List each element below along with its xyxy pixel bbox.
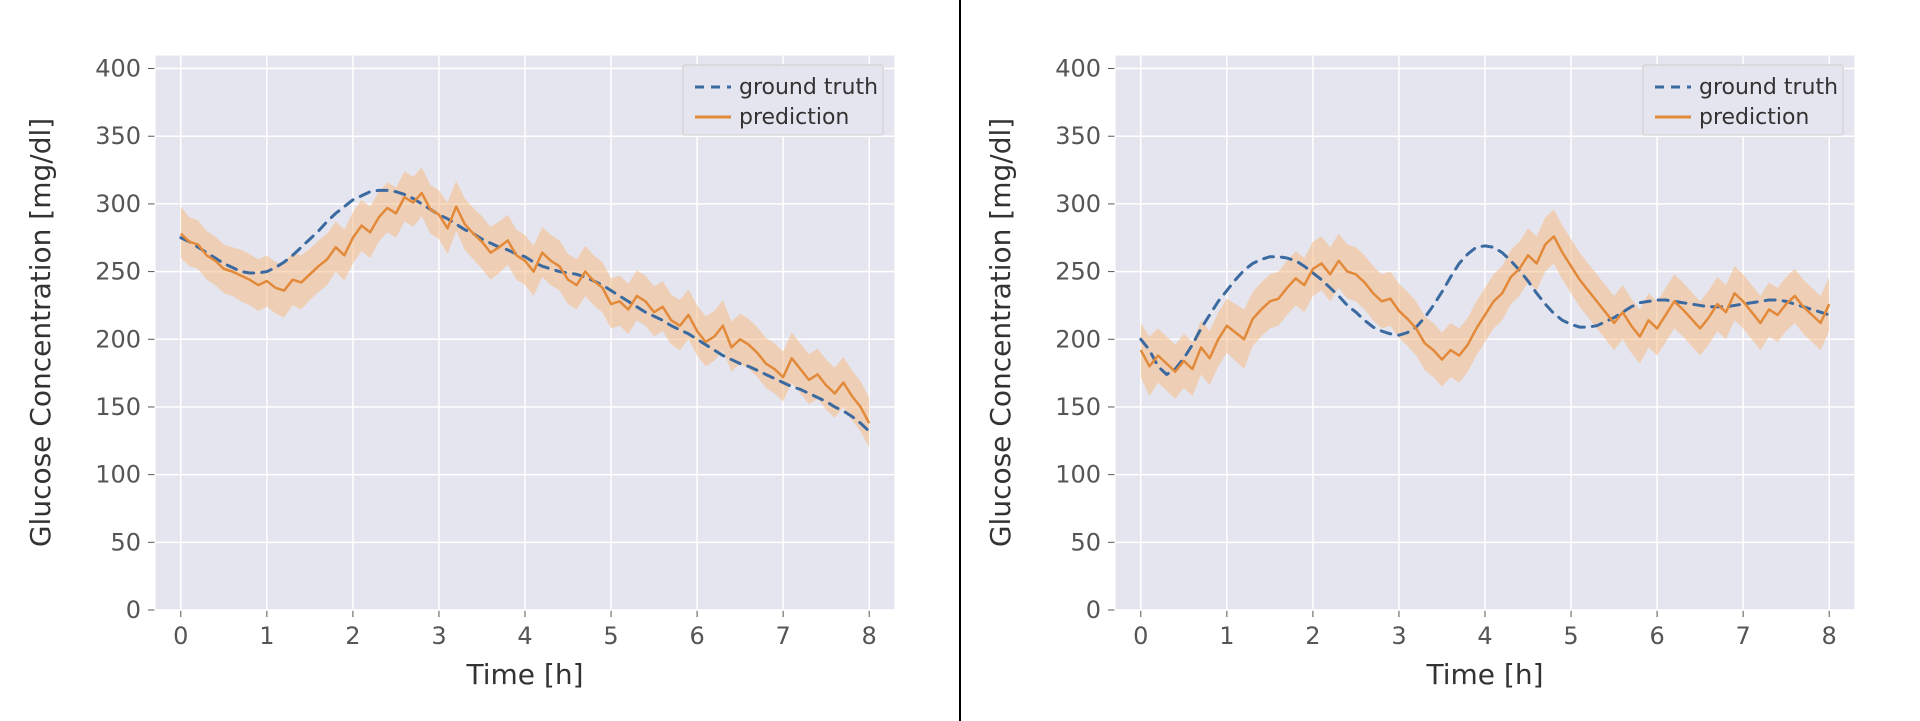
svg-text:4: 4 [517, 622, 532, 650]
svg-text:400: 400 [1055, 55, 1101, 83]
svg-text:8: 8 [1822, 622, 1837, 650]
svg-text:100: 100 [95, 461, 141, 489]
svg-text:ground truth: ground truth [1699, 75, 1838, 100]
svg-text:6: 6 [1649, 622, 1664, 650]
svg-text:Glucose Concentration [mg/dl]: Glucose Concentration [mg/dl] [984, 118, 1017, 547]
svg-text:7: 7 [775, 622, 790, 650]
svg-text:50: 50 [1070, 528, 1101, 556]
svg-text:0: 0 [126, 596, 141, 624]
svg-text:5: 5 [1563, 622, 1578, 650]
right-panel: 0 1 2 3 4 5 6 7 8 0 50 100 150 200 250 300 350 400 Time [h… [960, 0, 1920, 721]
svg-text:200: 200 [1055, 325, 1101, 353]
svg-text:3: 3 [1391, 622, 1406, 650]
svg-text:250: 250 [1055, 258, 1101, 286]
svg-text:3: 3 [431, 622, 446, 650]
svg-text:ground truth: ground truth [739, 75, 878, 100]
svg-text:Time [h]: Time [h] [1425, 658, 1543, 691]
svg-text:2: 2 [345, 622, 360, 650]
svg-text:prediction: prediction [739, 105, 849, 130]
svg-text:0: 0 [173, 622, 188, 650]
svg-text:200: 200 [95, 325, 141, 353]
svg-text:350: 350 [95, 122, 141, 150]
right-chart-svg: 0 1 2 3 4 5 6 7 8 0 50 100 150 200 250 300 350 400 Time [h… [960, 0, 1920, 721]
svg-text:400: 400 [95, 55, 141, 83]
svg-text:4: 4 [1477, 622, 1492, 650]
svg-text:150: 150 [95, 393, 141, 421]
svg-text:7: 7 [1735, 622, 1750, 650]
svg-text:250: 250 [95, 258, 141, 286]
left-chart-svg: 0 1 2 3 4 5 6 7 8 0 50 100 150 200 250 300 350 400 Time [h… [0, 0, 960, 721]
svg-text:0: 0 [1133, 622, 1148, 650]
svg-text:5: 5 [603, 622, 618, 650]
svg-text:0: 0 [1086, 596, 1101, 624]
svg-text:Time [h]: Time [h] [465, 658, 583, 691]
svg-text:150: 150 [1055, 393, 1101, 421]
svg-text:6: 6 [689, 622, 704, 650]
left-panel: 0 1 2 3 4 5 6 7 8 0 50 100 150 200 250 300 350 400 Time [h… [0, 0, 960, 721]
svg-text:prediction: prediction [1699, 105, 1809, 130]
svg-text:1: 1 [1219, 622, 1234, 650]
panel-divider [959, 0, 961, 721]
svg-text:50: 50 [110, 528, 141, 556]
svg-text:300: 300 [95, 190, 141, 218]
svg-text:300: 300 [1055, 190, 1101, 218]
svg-text:100: 100 [1055, 461, 1101, 489]
svg-text:350: 350 [1055, 122, 1101, 150]
svg-text:Glucose Concentration [mg/dl]: Glucose Concentration [mg/dl] [24, 118, 57, 547]
svg-text:2: 2 [1305, 622, 1320, 650]
svg-text:1: 1 [259, 622, 274, 650]
svg-text:8: 8 [862, 622, 877, 650]
